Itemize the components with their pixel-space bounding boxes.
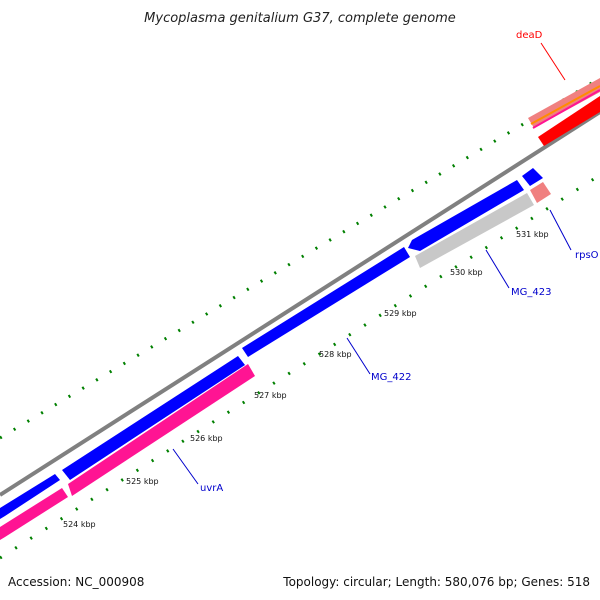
gene-labels: deaD rpsO MG_423 MG_422 uvrA	[200, 30, 599, 494]
tick-label: 528 kbp	[319, 350, 352, 359]
tick-label: 524 kbp	[63, 520, 96, 529]
inner-tick-ring	[0, 173, 600, 560]
gene-label-leaders	[172, 42, 572, 485]
tick-label: 531 kbp	[516, 230, 549, 239]
deaD-feature[interactable]	[528, 78, 600, 146]
gene-label-rpsO[interactable]: rpsO	[575, 250, 599, 261]
gene-arrow-rpsO[interactable]	[530, 182, 551, 203]
gene-arrow-gray[interactable]	[415, 193, 534, 268]
tick-label: 530 kbp	[450, 268, 483, 277]
gene-label-uvrA[interactable]: uvrA	[200, 483, 223, 494]
gene-arrow-blue-small[interactable]	[522, 168, 543, 186]
accession-text: Accession: NC_000908	[8, 575, 144, 589]
genome-backbone	[0, 110, 600, 497]
map-title: Mycoplasma genitalium G37, complete geno…	[144, 11, 456, 26]
tick-label: 529 kbp	[384, 309, 417, 318]
outer-tick-ring	[0, 76, 600, 440]
gene-label-MG_423[interactable]: MG_423	[511, 287, 551, 298]
tick-label: 526 kbp	[190, 434, 223, 443]
forward-strand-track	[0, 168, 543, 519]
gene-arrow-uvrA[interactable]	[68, 364, 255, 496]
reverse-strand-track	[0, 364, 255, 540]
gene-label-deaD[interactable]: deaD	[516, 30, 543, 41]
gene-arrow-MG_422[interactable]	[242, 247, 410, 357]
tick-label: 525 kbp	[126, 477, 159, 486]
gene-label-MG_422[interactable]: MG_422	[371, 372, 411, 383]
gene-arrow-MG_423[interactable]	[408, 180, 524, 251]
gene-arrow-pink[interactable]	[0, 488, 68, 540]
gene-arrow-blue[interactable]	[62, 356, 245, 480]
gene-arrow-blue[interactable]	[0, 474, 60, 519]
tick-label: 527 kbp	[254, 391, 287, 400]
tick-labels: 524 kbp 525 kbp 526 kbp 527 kbp 528 kbp …	[63, 230, 549, 529]
topology-summary: Topology: circular; Length: 580,076 bp; …	[282, 575, 590, 589]
